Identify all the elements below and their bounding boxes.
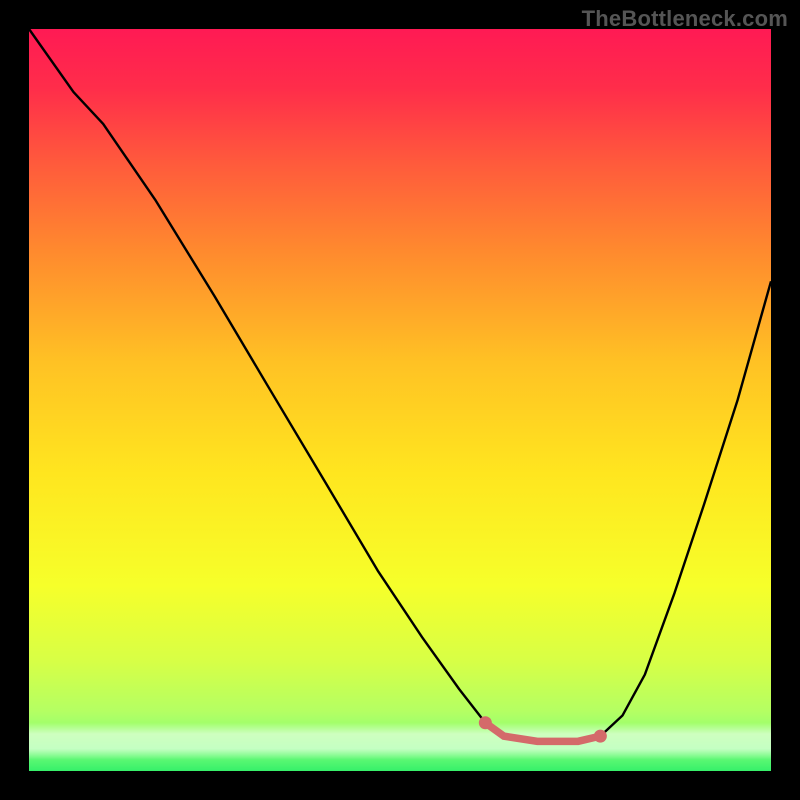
frame-right bbox=[771, 0, 800, 800]
highlight-start-dot bbox=[479, 716, 492, 729]
watermark-text: TheBottleneck.com bbox=[582, 6, 788, 32]
bottleneck-curve bbox=[29, 29, 771, 741]
plot-area bbox=[29, 29, 771, 771]
curve-layer bbox=[29, 29, 771, 771]
chart-canvas: TheBottleneck.com bbox=[0, 0, 800, 800]
frame-bottom bbox=[0, 771, 800, 800]
highlight-end-dot bbox=[594, 730, 607, 743]
optimal-range-highlight bbox=[485, 723, 600, 742]
frame-left bbox=[0, 0, 29, 800]
